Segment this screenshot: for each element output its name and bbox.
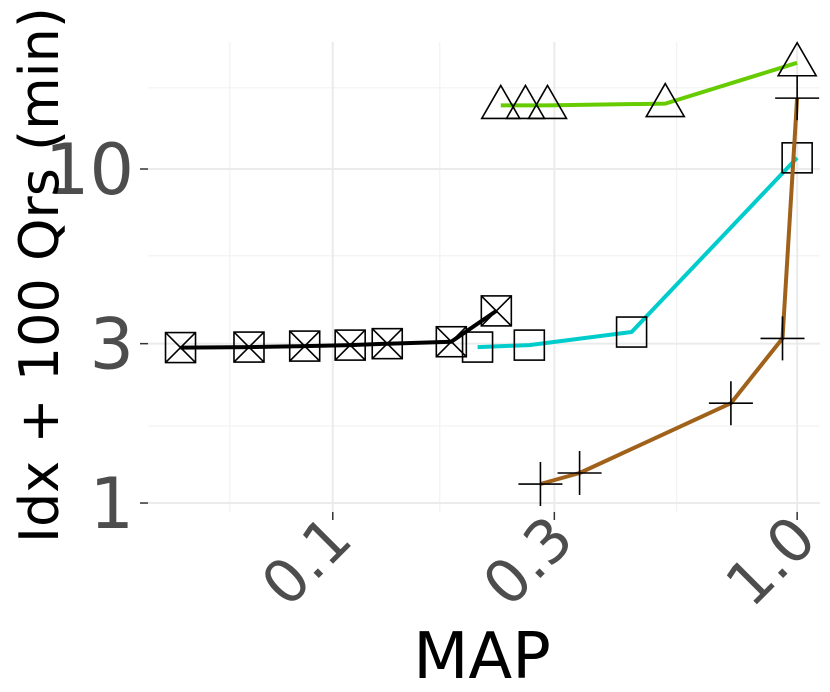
boxed-x-cross xyxy=(371,328,403,360)
plus-marker xyxy=(775,76,820,121)
triangle-marker xyxy=(644,81,686,118)
y-tick-label: 1 xyxy=(89,463,134,545)
y-axis-title: Idx + 100 Qrs (min) xyxy=(8,7,71,543)
x-tick-label: 1.0 xyxy=(713,503,830,620)
square-marker xyxy=(781,142,813,174)
plus-marker xyxy=(708,381,753,426)
boxed-x-cross xyxy=(435,326,467,358)
triangle-marker xyxy=(527,83,568,120)
boxed-x-square xyxy=(164,331,197,364)
square-marker xyxy=(461,331,494,363)
boxed-x-marker xyxy=(334,329,366,361)
series-square xyxy=(461,142,813,363)
plus-marker xyxy=(760,316,805,361)
boxed-x-cross xyxy=(480,295,512,327)
plus-marker xyxy=(557,450,602,495)
boxed-x-square xyxy=(233,331,265,363)
boxed-x-marker xyxy=(435,325,468,358)
series-line xyxy=(477,156,799,350)
triangle-marker xyxy=(480,83,522,120)
series-boxed-x xyxy=(164,295,513,364)
boxed-x-marker xyxy=(480,295,513,327)
boxed-x-marker xyxy=(233,331,265,363)
boxed-x-marker xyxy=(288,330,321,362)
boxed-x-cross xyxy=(233,331,265,363)
boxed-x-marker xyxy=(371,327,404,360)
y-tick-label: 10 xyxy=(45,129,134,211)
plus-marker xyxy=(518,462,563,507)
tick-layer: 1 3 10 0.1 0.3 1.0 xyxy=(45,129,830,620)
boxed-x-cross xyxy=(334,329,366,361)
series-layer xyxy=(164,41,820,507)
series-triangle xyxy=(480,41,818,120)
x-tick-label: 0.1 xyxy=(248,503,365,620)
x-axis-title: MAP xyxy=(413,620,551,692)
boxed-x-square xyxy=(371,327,404,360)
x-tick-label: 0.3 xyxy=(470,503,587,620)
boxed-x-marker xyxy=(164,331,197,364)
grid xyxy=(148,42,820,512)
square-marker xyxy=(615,316,648,348)
boxed-x-square xyxy=(334,329,366,361)
series-line xyxy=(500,60,798,108)
y-tick-label: 3 xyxy=(89,304,134,386)
boxed-x-cross xyxy=(289,330,321,362)
triangle-marker xyxy=(776,41,818,77)
boxed-x-square xyxy=(435,325,468,358)
series-line xyxy=(180,309,498,350)
boxed-x-cross xyxy=(164,332,197,364)
boxed-x-square xyxy=(288,330,321,362)
square-marker xyxy=(513,329,546,361)
triangle-marker xyxy=(505,83,546,120)
boxed-x-square xyxy=(480,295,513,327)
series-plus xyxy=(518,76,820,507)
